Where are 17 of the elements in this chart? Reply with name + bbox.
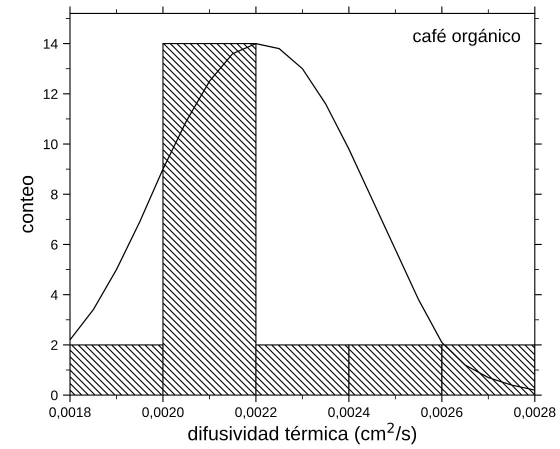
x-tick-label: 0,0026 bbox=[421, 407, 462, 419]
annotation: café orgánico bbox=[413, 28, 520, 46]
y-axis-title: conteo bbox=[20, 176, 34, 233]
y-tick-label: 6 bbox=[51, 240, 58, 250]
x-tick-label: 0,0018 bbox=[49, 407, 91, 419]
y-tick-label: 4 bbox=[50, 290, 58, 300]
y-tick-label: 14 bbox=[44, 39, 58, 49]
x-tick-label: 0,0020 bbox=[142, 407, 184, 419]
y-tick-label: 12 bbox=[44, 89, 58, 99]
y-tick-label: 8 bbox=[51, 190, 58, 200]
x-tick-label: 0,0028 bbox=[514, 407, 556, 419]
x-tick-label: 0,0022 bbox=[235, 407, 276, 419]
y-tick-label: 0 bbox=[51, 390, 58, 400]
x-tick-label: 0,0024 bbox=[328, 407, 370, 419]
x-axis-title: difusividad térmica (cm$^{2}$/s) bbox=[188, 422, 416, 444]
y-tick-label: 10 bbox=[44, 139, 58, 150]
y-tick-label: 2 bbox=[51, 340, 58, 350]
